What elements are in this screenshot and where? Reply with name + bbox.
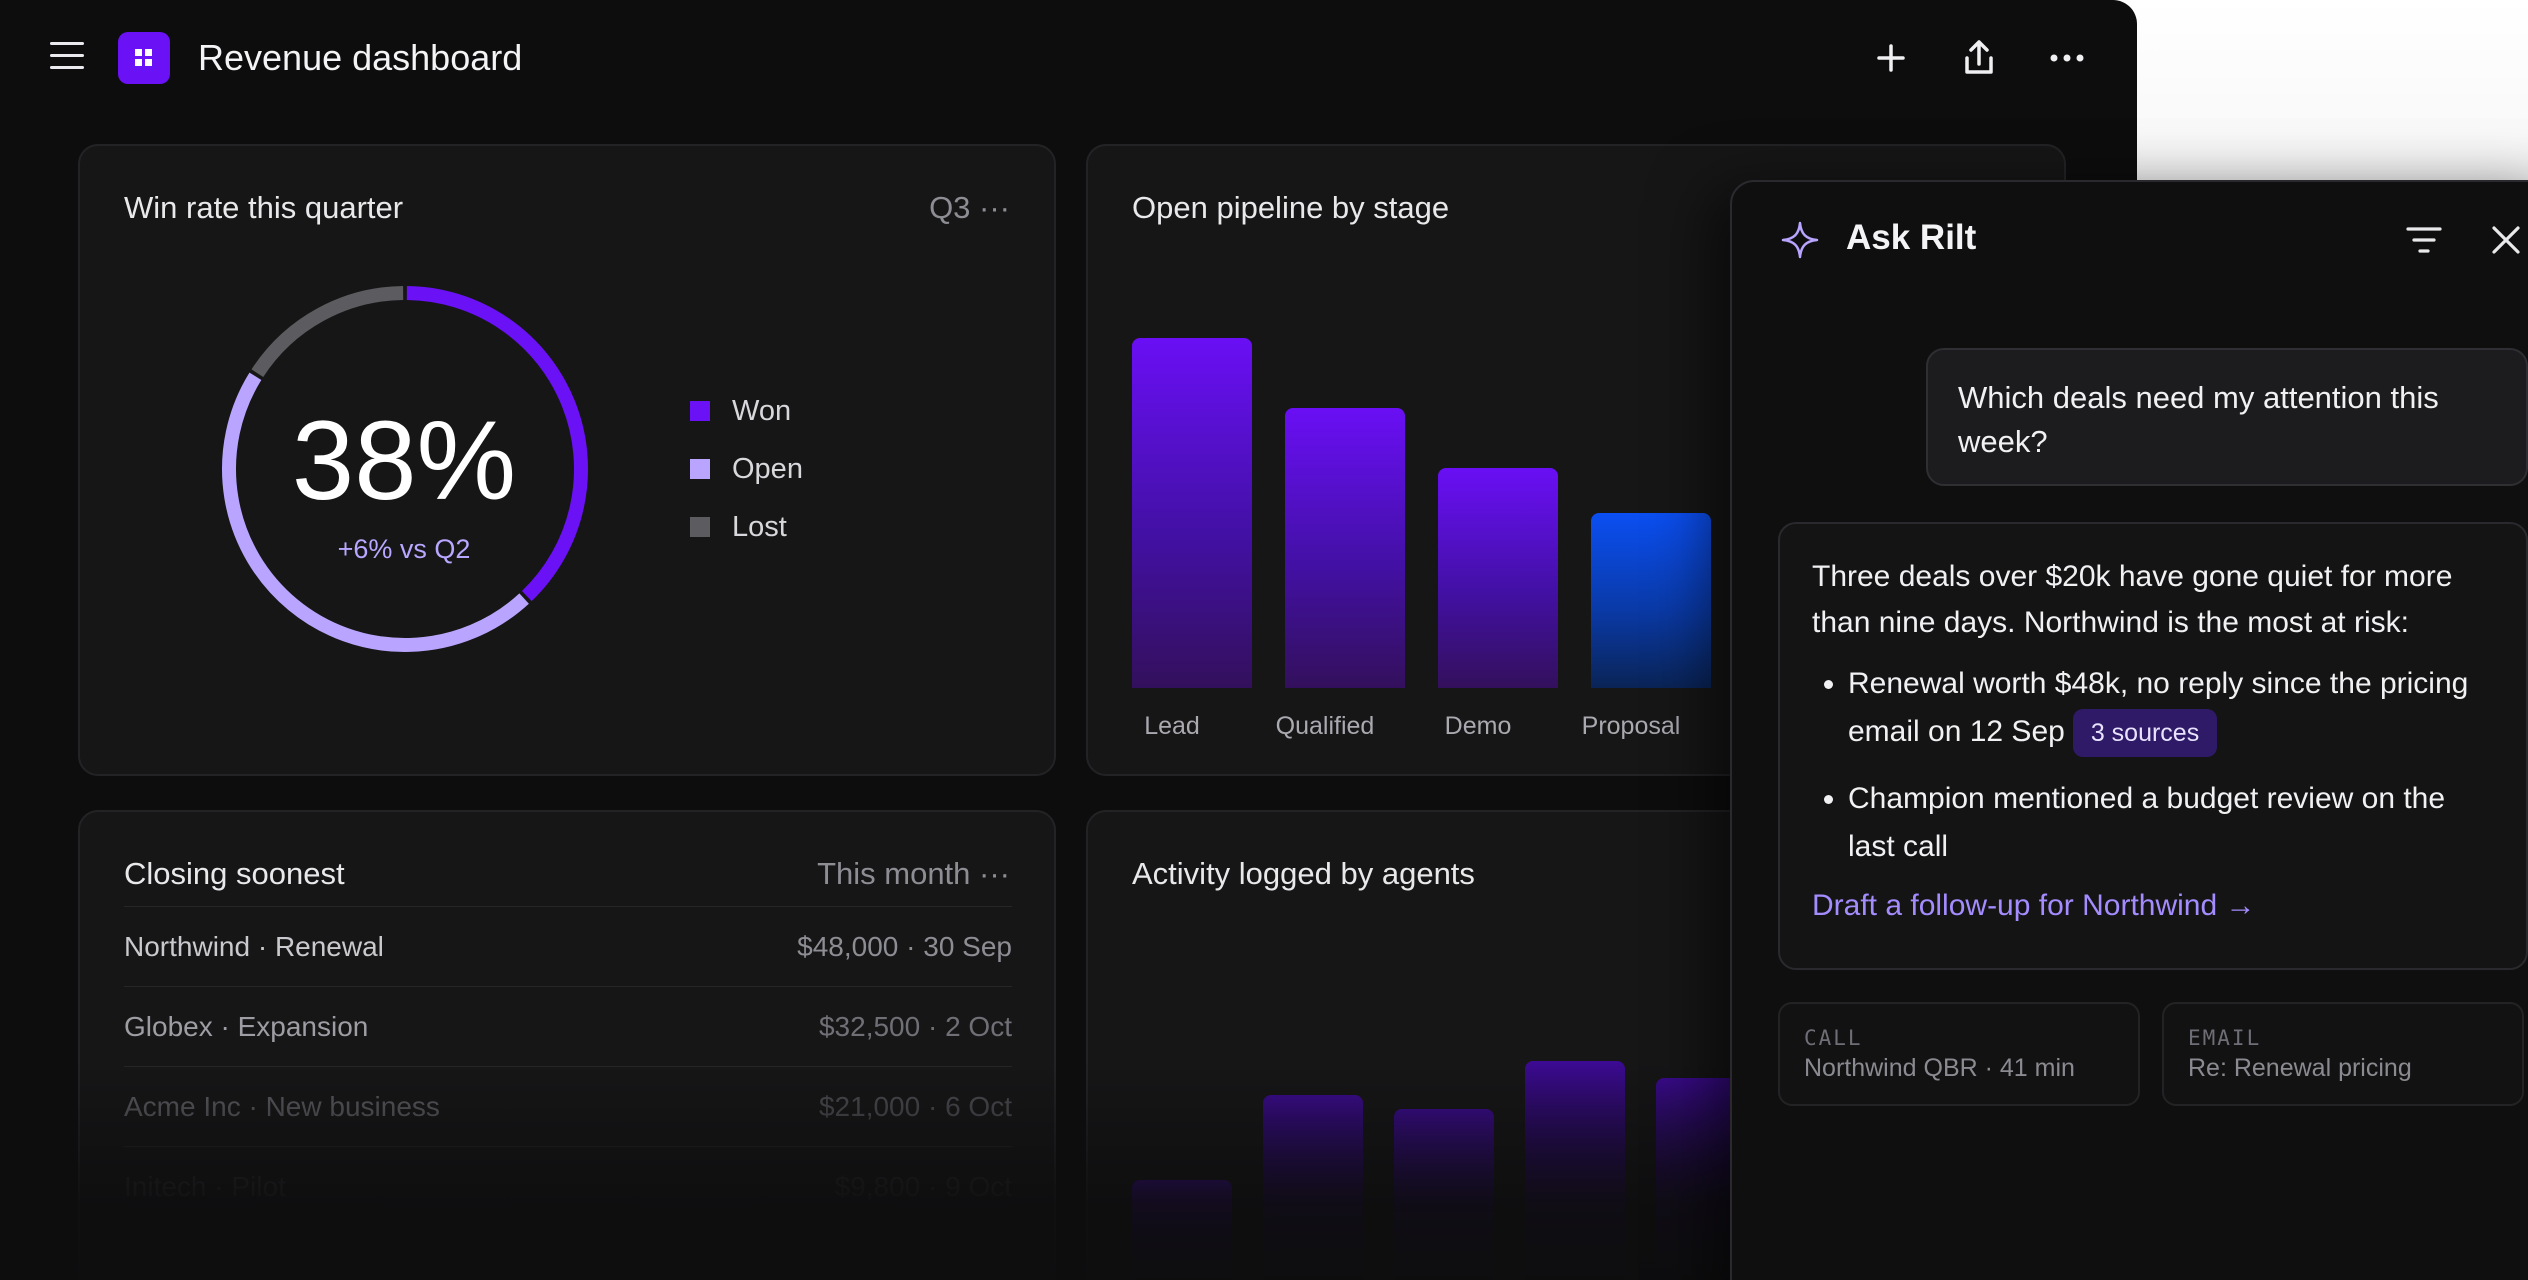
answer-bullet: Renewal worth $48k, no reply since the p… (1848, 660, 2494, 757)
more-icon[interactable] (2041, 32, 2093, 84)
source-kind: CALL (1804, 1026, 1863, 1050)
deal-name: Globex · Expansion (124, 1010, 369, 1042)
win-rate-value: 38% (291, 398, 517, 523)
chat-title: Ask Rilt (1846, 218, 1977, 257)
sparkle-icon (1781, 221, 1819, 259)
legend-item-open: Open (690, 440, 803, 498)
pipeline-bar-demo[interactable] (1438, 467, 1558, 688)
pipeline-title: Open pipeline by stage (1132, 190, 1450, 225)
legend-label-lost: Lost (732, 510, 787, 543)
deal-detail: $21,000 · 6 Oct (818, 1090, 1012, 1122)
answer-intro: Three deals over $20k have gone quiet fo… (1812, 560, 2453, 639)
deal-detail: $48,000 · 30 Sep (797, 930, 1012, 962)
source-card-email[interactable]: EMAIL Re: Renewal pricing (2162, 1002, 2524, 1106)
legend-swatch-open (690, 459, 710, 479)
donut-segment-won (406, 286, 588, 602)
pipeline-label: Proposal (1581, 712, 1681, 740)
filter-icon[interactable] (2404, 222, 2444, 258)
source-kind: EMAIL (2188, 1026, 2262, 1050)
legend-swatch-won (690, 401, 710, 421)
source-card-call[interactable]: CALL Northwind QBR · 41 min (1778, 1002, 2140, 1106)
donut-segment-open (222, 372, 529, 652)
legend-swatch-lost (690, 517, 710, 537)
share-icon[interactable] (1953, 32, 2005, 84)
table-row[interactable]: Initech · Pilot $9,800 · 9 Oct (124, 1146, 1012, 1226)
activity-bar[interactable] (1263, 1095, 1363, 1280)
plus-icon[interactable] (1865, 32, 1917, 84)
logo-glyph (135, 49, 152, 66)
closing-soonest-card: Closing soonest This month ··· Northwind… (78, 810, 1056, 1280)
closing-title: Closing soonest (124, 856, 345, 891)
table-row[interactable]: Northwind · Renewal $48,000 · 30 Sep (124, 906, 1012, 986)
deal-detail: $9,800 · 9 Oct (834, 1170, 1012, 1202)
deal-name: Initech · Pilot (124, 1170, 286, 1202)
legend-label-won: Won (732, 394, 792, 427)
app-logo-icon[interactable] (118, 32, 170, 84)
legend-label-open: Open (732, 452, 803, 485)
table-row[interactable]: Globex · Expansion $32,500 · 2 Oct (124, 986, 1012, 1066)
table-row[interactable]: Acme Inc · New business $21,000 · 6 Oct (124, 1066, 1012, 1146)
win-rate-period-menu[interactable]: Q3 ··· (929, 190, 1010, 225)
deal-detail: $32,500 · 2 Oct (818, 1010, 1012, 1042)
legend-item-lost: Lost (690, 498, 803, 556)
bullet-text: Champion mentioned a budget review on th… (1848, 782, 2446, 863)
user-message: Which deals need my attention this week? (1926, 348, 2528, 486)
win-rate-donut (222, 286, 588, 652)
answer-bullet: Champion mentioned a budget review on th… (1848, 775, 2494, 871)
top-bar: Revenue dashboard (0, 0, 2137, 115)
pipeline-bar-qualified[interactable] (1285, 408, 1405, 688)
activity-bar[interactable] (1394, 1108, 1494, 1280)
draft-follow-up-link[interactable]: Draft a follow-up for Northwind → (1812, 889, 2256, 922)
closing-period-menu[interactable]: This month ··· (817, 856, 1010, 891)
pipeline-label: Demo (1444, 712, 1512, 740)
bullet-text: Renewal worth $48k, no reply since the p… (1848, 667, 2469, 748)
answer-bullets: Renewal worth $48k, no reply since the p… (1812, 660, 2494, 871)
source-title: Northwind QBR · 41 min (1804, 1054, 2075, 1082)
source-title: Re: Renewal pricing (2188, 1054, 2412, 1082)
menu-icon[interactable] (50, 42, 84, 72)
activity-title: Activity logged by agents (1132, 856, 1475, 891)
ask-rilt-panel: Ask Rilt Which deals need my attention t… (1730, 180, 2528, 1280)
legend-item-won: Won (690, 382, 803, 440)
activity-bar[interactable] (1132, 1180, 1232, 1280)
close-icon[interactable] (2488, 222, 2524, 258)
win-rate-card: Win rate this quarter Q3 ··· 38% +6% vs … (78, 144, 1056, 776)
deal-name: Northwind · Renewal (124, 930, 384, 962)
activity-bar[interactable] (1525, 1061, 1625, 1280)
win-rate-legend: Won Open Lost (690, 382, 803, 556)
win-rate-delta: +6% vs Q2 (337, 534, 471, 564)
sources-badge[interactable]: 3 sources (2072, 709, 2218, 757)
assistant-answer: Three deals over $20k have gone quiet fo… (1778, 522, 2528, 970)
pipeline-bar-proposal[interactable] (1591, 513, 1711, 688)
pipeline-bar-lead[interactable] (1132, 338, 1252, 688)
pipeline-label: Lead (1144, 712, 1200, 740)
donut-segment-lost (251, 286, 404, 377)
deal-name: Acme Inc · New business (124, 1090, 440, 1122)
win-rate-title: Win rate this quarter (124, 190, 404, 225)
pipeline-label: Qualified (1275, 712, 1375, 740)
page-title: Revenue dashboard (198, 37, 523, 78)
